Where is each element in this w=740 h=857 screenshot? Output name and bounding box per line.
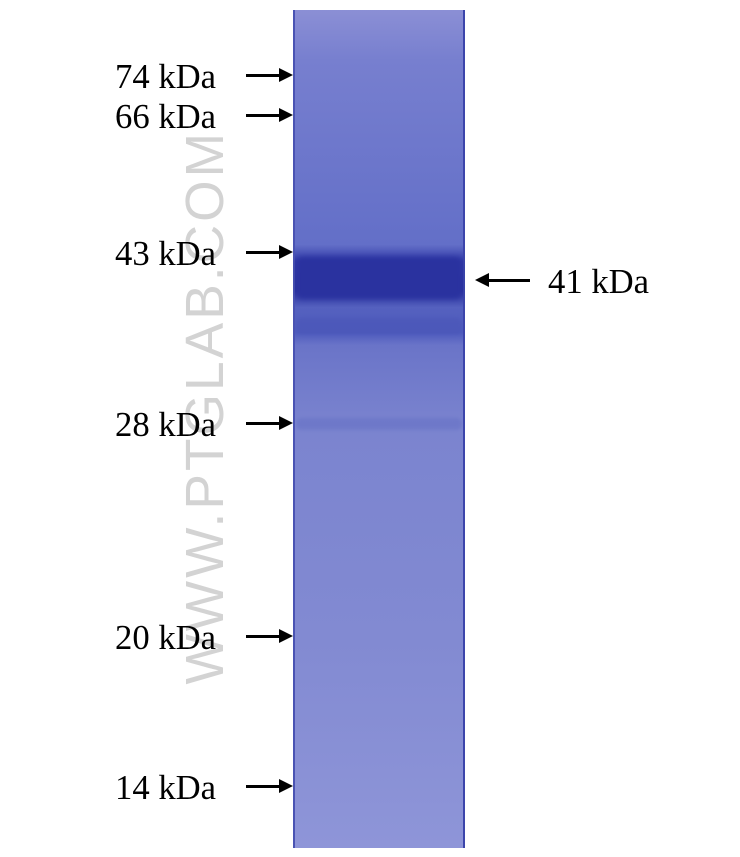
- ladder-label: 20 kDa: [115, 619, 216, 658]
- marker-arrow: [246, 108, 293, 122]
- marker-arrow: [246, 779, 293, 793]
- marker-arrow: [246, 68, 293, 82]
- ladder-label: 66 kDa: [115, 98, 216, 137]
- marker-arrow: [246, 416, 293, 430]
- gel-lane: [293, 10, 465, 848]
- gel-figure: WWW.PTGLAB.COM 74 kDa66 kDa43 kDa28 kDa2…: [0, 0, 740, 857]
- marker-arrow: [246, 245, 293, 259]
- faint-band-37kda: [296, 318, 462, 334]
- faint-band-28kda: [296, 418, 462, 430]
- marker-arrow: [246, 629, 293, 643]
- lane-right-edge: [463, 10, 465, 848]
- ladder-label: 14 kDa: [115, 769, 216, 808]
- ladder-label: 43 kDa: [115, 235, 216, 274]
- main-band-41kda: [296, 257, 462, 299]
- target-arrow: [475, 273, 530, 287]
- target-band-label: 41 kDa: [548, 263, 649, 302]
- ladder-label: 74 kDa: [115, 58, 216, 97]
- ladder-label: 28 kDa: [115, 406, 216, 445]
- lane-left-edge: [293, 10, 295, 848]
